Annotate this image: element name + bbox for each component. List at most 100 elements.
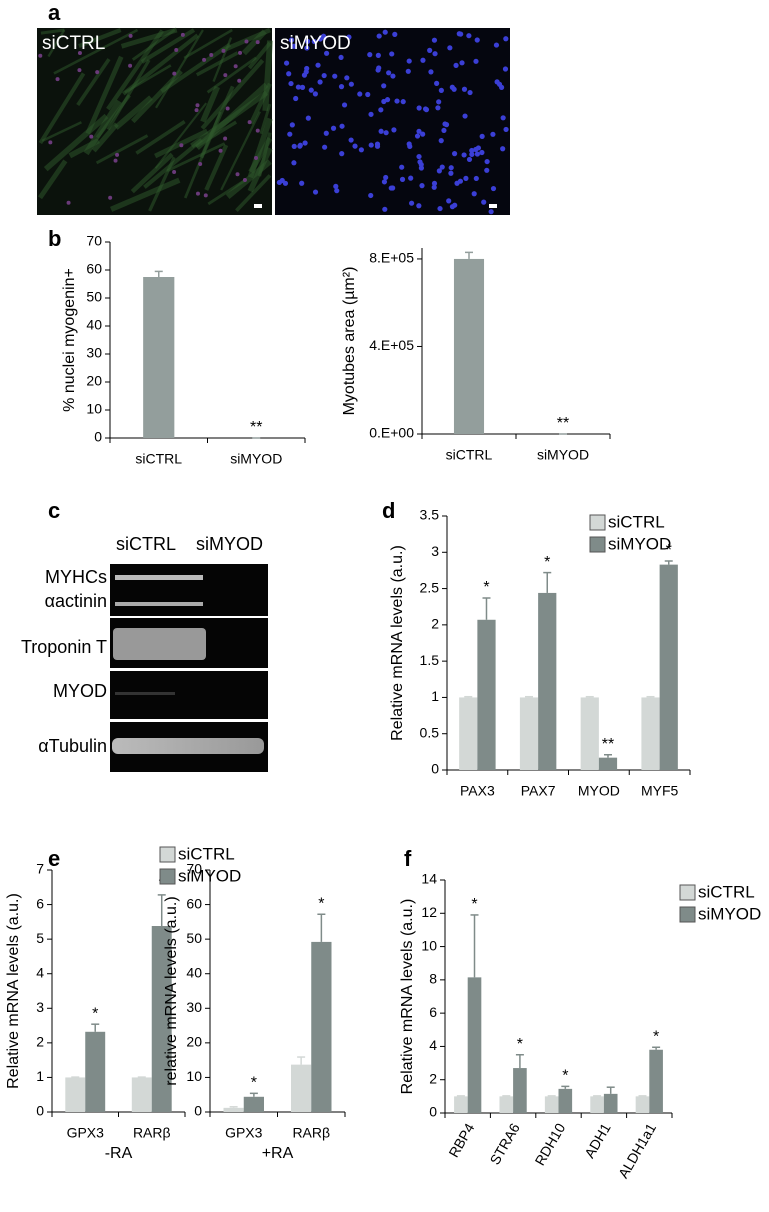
nucleus: [499, 84, 505, 90]
fiber: [130, 152, 174, 194]
nucleus: [436, 168, 442, 174]
bar: [659, 564, 678, 770]
legend-label: siMYOD: [608, 534, 671, 553]
nucleus: [242, 177, 247, 182]
nucleus: [180, 32, 185, 37]
nucleus: [348, 81, 354, 87]
fiber: [43, 113, 109, 172]
y-tick-label: 50: [186, 930, 202, 946]
significance: *: [92, 1005, 98, 1022]
y-tick-label: 60: [186, 895, 202, 911]
nucleus: [108, 195, 113, 200]
y-axis-label: Myotubes area (µm²): [341, 267, 358, 416]
nucleus: [368, 142, 374, 148]
nucleus: [202, 57, 207, 62]
bar: [311, 941, 332, 1112]
x-tick-label: RBP4: [445, 1120, 477, 1160]
fiber: [53, 28, 139, 75]
y-tick-label: 0.5: [420, 724, 440, 740]
nucleus: [484, 167, 490, 173]
nucleus: [469, 147, 475, 154]
nucleus: [311, 38, 317, 45]
nucleus: [503, 126, 509, 133]
legend-label: siCTRL: [608, 512, 665, 531]
y-tick-label: 6: [36, 895, 44, 911]
nucleus: [195, 103, 200, 108]
fiber: [190, 90, 269, 149]
nucleus: [322, 144, 328, 150]
bar: [603, 1093, 618, 1113]
nucleus: [299, 84, 306, 90]
fiber: [135, 120, 186, 155]
y-axis-label: Relative mRNA levels (a.u.): [5, 893, 22, 1089]
blot-row: MYOD: [53, 681, 107, 701]
blot-column: siMYOD: [196, 534, 263, 554]
nucleus: [179, 143, 184, 148]
bar: [590, 1096, 604, 1113]
y-tick-label: 40: [186, 964, 202, 980]
nucleus: [422, 106, 429, 112]
nucleus: [449, 84, 455, 90]
nucleus: [490, 185, 497, 192]
fiber: [166, 142, 226, 173]
significance: *: [653, 1028, 659, 1045]
nucleus: [323, 130, 329, 136]
nucleus: [297, 143, 303, 149]
nucleus: [469, 151, 475, 157]
significance: *: [159, 876, 165, 893]
legend-label: siCTRL: [178, 844, 235, 863]
nucleus: [408, 175, 414, 181]
nucleus: [172, 169, 177, 174]
image-label: siCTRL: [42, 33, 105, 54]
nucleus: [289, 122, 295, 128]
fiber: [113, 95, 153, 130]
nucleus: [323, 50, 330, 56]
y-tick-label: 1: [431, 688, 439, 704]
nucleus: [420, 57, 426, 63]
x-tick-label: siCTRL: [446, 447, 493, 463]
nucleus: [291, 143, 297, 149]
nucleus: [286, 71, 292, 77]
significance: *: [251, 1075, 257, 1092]
nucleus: [304, 45, 310, 51]
nucleus: [454, 180, 460, 186]
nucleus: [448, 165, 454, 171]
fiber: [207, 178, 247, 206]
fiber: [76, 58, 111, 107]
nucleus: [365, 91, 371, 98]
nucleus: [357, 91, 363, 97]
bar: [477, 619, 496, 770]
panel-label: c: [48, 498, 60, 523]
fiber: [183, 28, 233, 60]
nucleus: [448, 170, 454, 176]
nucleus: [493, 42, 500, 48]
nucleus: [338, 84, 345, 90]
nucleus: [317, 36, 323, 42]
bar: [151, 926, 172, 1112]
nucleus: [225, 106, 230, 111]
nucleus: [451, 151, 458, 157]
bar: [223, 1107, 244, 1112]
nucleus: [456, 31, 462, 37]
nucleus: [115, 152, 120, 157]
panel-label: e: [48, 846, 60, 871]
nucleus: [291, 43, 297, 49]
blot: [110, 564, 268, 772]
bar: [459, 697, 478, 770]
y-tick-label: 0: [94, 429, 102, 445]
bar: [598, 757, 618, 770]
bar: [513, 1068, 527, 1113]
fiber: [120, 27, 178, 49]
nucleus: [288, 80, 294, 87]
nucleus: [409, 200, 415, 206]
nucleus: [339, 123, 345, 129]
nucleus: [255, 128, 260, 133]
nucleus: [128, 63, 133, 68]
fiber: [83, 99, 122, 156]
nucleus: [446, 198, 452, 204]
panel-label: a: [48, 0, 61, 25]
nucleus: [432, 51, 438, 57]
nucleus: [194, 108, 199, 113]
bar: [499, 1096, 514, 1113]
bar: [538, 592, 557, 770]
